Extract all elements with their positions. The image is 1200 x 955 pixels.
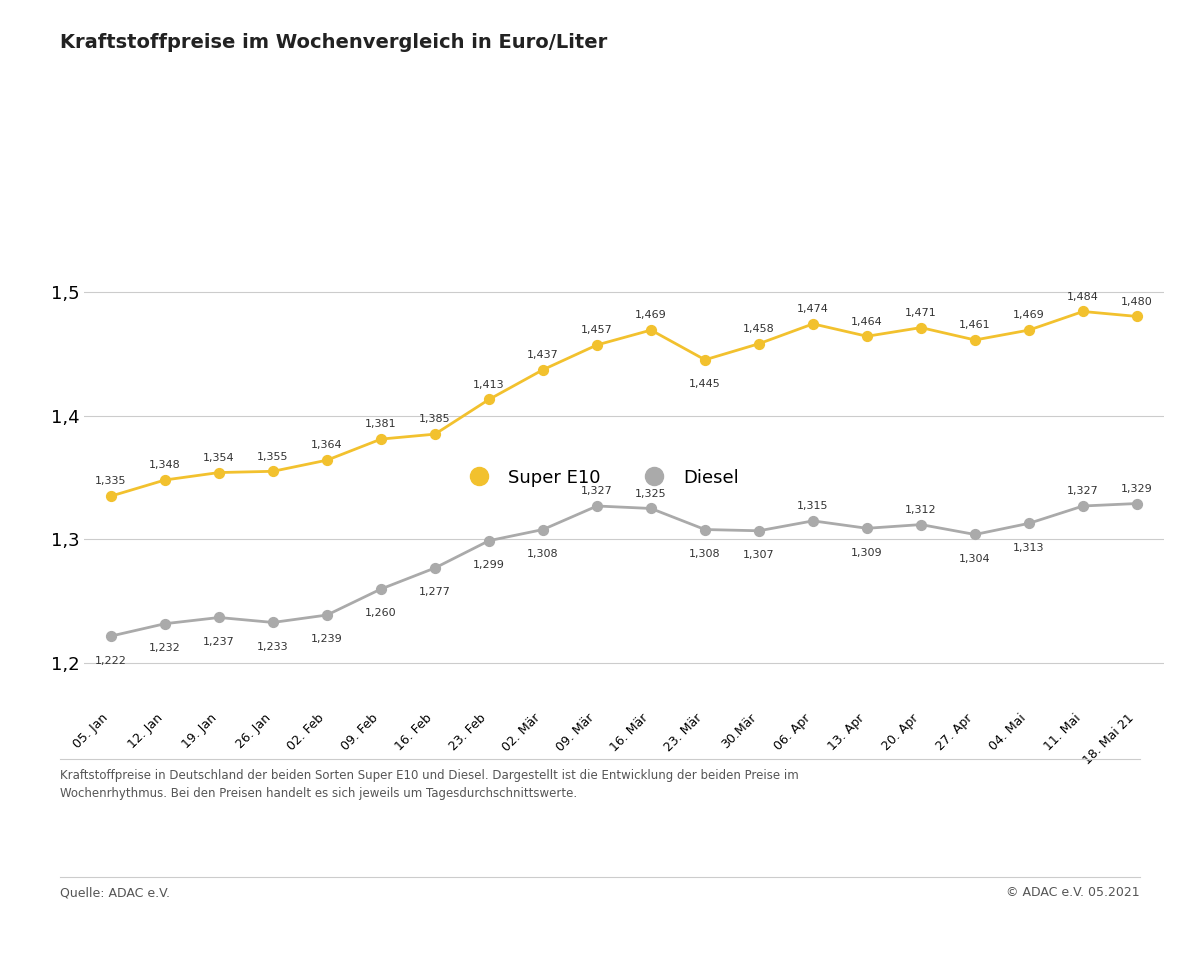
- Point: [965, 332, 984, 348]
- Point: [480, 533, 499, 548]
- Point: [210, 465, 229, 480]
- Text: 1,327: 1,327: [581, 486, 613, 497]
- Text: 1,327: 1,327: [1067, 486, 1099, 497]
- Text: 1,480: 1,480: [1121, 297, 1153, 307]
- Point: [588, 499, 607, 514]
- Text: 1,308: 1,308: [527, 549, 559, 559]
- Text: 1,364: 1,364: [311, 440, 343, 451]
- Text: 1,309: 1,309: [851, 548, 883, 558]
- Point: [317, 607, 336, 623]
- Text: 1,277: 1,277: [419, 587, 451, 598]
- Point: [102, 628, 120, 644]
- Text: 1,385: 1,385: [419, 414, 451, 424]
- Point: [426, 427, 445, 442]
- Point: [533, 521, 552, 537]
- Point: [965, 527, 984, 542]
- Point: [156, 473, 175, 488]
- Text: 1,299: 1,299: [473, 561, 505, 570]
- Point: [1074, 499, 1093, 514]
- Point: [641, 323, 660, 338]
- Point: [696, 521, 715, 537]
- Point: [426, 561, 445, 576]
- Point: [264, 615, 283, 630]
- Text: 1,308: 1,308: [689, 549, 721, 559]
- Text: 1,354: 1,354: [203, 453, 235, 463]
- Text: 1,348: 1,348: [149, 460, 181, 470]
- Text: 1,355: 1,355: [257, 452, 289, 461]
- Text: 1,457: 1,457: [581, 326, 613, 335]
- Text: 1,484: 1,484: [1067, 292, 1099, 302]
- Text: 1,413: 1,413: [473, 380, 505, 390]
- Text: © ADAC e.V. 05.2021: © ADAC e.V. 05.2021: [1007, 886, 1140, 900]
- Point: [588, 337, 607, 352]
- Text: 1,239: 1,239: [311, 634, 343, 645]
- Point: [857, 329, 876, 344]
- Point: [749, 336, 769, 351]
- Point: [1074, 304, 1093, 319]
- Text: 1,437: 1,437: [527, 350, 559, 360]
- Point: [480, 392, 499, 407]
- Point: [1020, 323, 1039, 338]
- Point: [102, 488, 120, 503]
- Text: 1,381: 1,381: [365, 419, 397, 430]
- Point: [156, 616, 175, 631]
- Text: 1,222: 1,222: [95, 655, 127, 666]
- Text: 1,458: 1,458: [743, 324, 775, 334]
- Point: [264, 464, 283, 479]
- Text: 1,461: 1,461: [959, 320, 991, 330]
- Text: Kraftstoffpreise im Wochenvergleich in Euro/Liter: Kraftstoffpreise im Wochenvergleich in E…: [60, 33, 607, 53]
- Point: [804, 513, 823, 528]
- Text: 1,315: 1,315: [797, 501, 829, 511]
- Text: 1,474: 1,474: [797, 304, 829, 314]
- Text: 1,233: 1,233: [257, 642, 289, 652]
- Point: [912, 320, 931, 335]
- Point: [696, 352, 715, 368]
- Point: [372, 582, 391, 597]
- Text: 1,232: 1,232: [149, 643, 181, 653]
- Point: [210, 610, 229, 626]
- Legend: Super E10, Diesel: Super E10, Diesel: [454, 461, 746, 494]
- Text: 1,325: 1,325: [635, 489, 667, 499]
- Text: 1,335: 1,335: [95, 477, 127, 486]
- Text: 1,471: 1,471: [905, 308, 937, 318]
- Text: 1,469: 1,469: [1013, 310, 1045, 320]
- Point: [1128, 496, 1147, 511]
- Point: [749, 523, 769, 539]
- Text: 1,464: 1,464: [851, 316, 883, 327]
- Text: 1,304: 1,304: [959, 554, 991, 564]
- Point: [1020, 516, 1039, 531]
- Text: 1,307: 1,307: [743, 550, 775, 561]
- Point: [912, 517, 931, 532]
- Point: [533, 362, 552, 377]
- Text: Quelle: ADAC e.V.: Quelle: ADAC e.V.: [60, 886, 170, 900]
- Text: 1,469: 1,469: [635, 310, 667, 320]
- Text: 1,237: 1,237: [203, 637, 235, 647]
- Point: [1128, 308, 1147, 324]
- Point: [317, 453, 336, 468]
- Text: 1,445: 1,445: [689, 379, 721, 390]
- Text: 1,313: 1,313: [1013, 542, 1045, 553]
- Point: [804, 316, 823, 331]
- Point: [857, 520, 876, 536]
- Point: [372, 432, 391, 447]
- Text: 1,260: 1,260: [365, 608, 397, 619]
- Text: 1,312: 1,312: [905, 505, 937, 515]
- Text: 1,329: 1,329: [1121, 484, 1153, 494]
- Point: [641, 500, 660, 516]
- Text: Kraftstoffpreise in Deutschland der beiden Sorten Super E10 und Diesel. Dargeste: Kraftstoffpreise in Deutschland der beid…: [60, 769, 799, 799]
